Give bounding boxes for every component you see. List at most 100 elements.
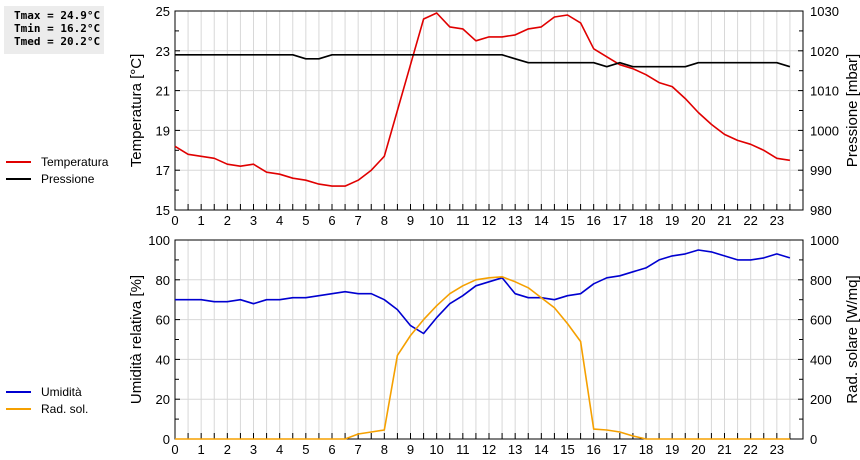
- y-axis-title: Umidità relativa [%]: [128, 275, 145, 404]
- x-tick-label: 0: [171, 442, 178, 457]
- x-tick-label: 9: [407, 213, 414, 228]
- legend-label: Umidità: [41, 384, 82, 399]
- y-right-tick-label: 1010: [810, 84, 839, 99]
- y-right-tick-label: 1020: [810, 44, 839, 59]
- x-tick-label: 16: [586, 442, 600, 457]
- legend-top: Temperatura Pressione: [6, 153, 108, 187]
- x-tick-label: 4: [276, 213, 283, 228]
- series-line-umidit-: [175, 249, 791, 335]
- x-tick-label: 14: [534, 442, 548, 457]
- x-tick-label: 21: [717, 442, 731, 457]
- x-tick-label: 13: [508, 213, 522, 228]
- tmed-text: Tmed = 20.2°C: [14, 35, 101, 48]
- x-tick-label: 15: [560, 213, 574, 228]
- x-tick-label: 3: [250, 213, 257, 228]
- legend-item-umidita: Umidità: [6, 383, 88, 400]
- y-right-tick-label: 200: [810, 392, 832, 407]
- x-tick-label: 11: [456, 213, 470, 228]
- y-right-tick-label: 1030: [810, 4, 839, 19]
- y-right-axis-title: Pressione [mbar]: [844, 54, 860, 167]
- y-right-axis-title: Rad. solare [W/mq]: [844, 275, 860, 403]
- x-tick-label: 3: [250, 442, 257, 457]
- orange-line-swatch-icon: [6, 407, 31, 410]
- y-right-tick-label: 990: [810, 163, 832, 178]
- x-tick-label: 21: [717, 213, 731, 228]
- red-line-swatch-icon: [6, 160, 31, 163]
- y-tick-label: 40: [156, 352, 170, 367]
- series-line-pressione: [175, 53, 791, 68]
- x-tick-label: 1: [198, 442, 205, 457]
- x-tick-label: 2: [224, 442, 231, 457]
- legend-label: Rad. sol.: [41, 401, 89, 416]
- x-tick-label: 23: [770, 442, 784, 457]
- x-tick-label: 12: [482, 442, 496, 457]
- legend-item-rad-sol: Rad. sol.: [6, 400, 88, 417]
- x-tick-label: 2: [224, 213, 231, 228]
- x-tick-label: 6: [328, 442, 335, 457]
- y-tick-label: 15: [156, 203, 170, 218]
- x-tick-label: 5: [302, 442, 309, 457]
- x-tick-label: 11: [456, 442, 470, 457]
- y-tick-label: 0: [163, 432, 170, 447]
- x-tick-label: 10: [429, 213, 443, 228]
- x-tick-label: 20: [691, 442, 705, 457]
- x-tick-label: 23: [770, 213, 784, 228]
- y-right-tick-label: 0: [810, 432, 817, 447]
- y-tick-label: 80: [156, 273, 170, 288]
- y-tick-label: 60: [156, 313, 170, 328]
- x-tick-label: 5: [302, 213, 309, 228]
- x-tick-label: 19: [665, 213, 679, 228]
- legend-label: Pressione: [41, 171, 95, 186]
- y-tick-label: 100: [148, 233, 170, 248]
- x-tick-label: 7: [355, 213, 362, 228]
- tmax-text: Tmax = 24.9°C: [14, 9, 101, 22]
- legend-label: Temperatura: [41, 154, 109, 169]
- x-tick-label: 1: [198, 213, 205, 228]
- x-tick-label: 15: [560, 442, 574, 457]
- x-tick-label: 7: [355, 442, 362, 457]
- y-tick-label: 17: [156, 163, 170, 178]
- x-tick-label: 18: [639, 213, 653, 228]
- x-tick-label: 8: [381, 442, 388, 457]
- black-line-swatch-icon: [6, 177, 31, 180]
- x-tick-label: 20: [691, 213, 705, 228]
- x-tick-label: 0: [171, 213, 178, 228]
- legend-item-temperatura: Temperatura: [6, 153, 108, 170]
- series-line-rad-sol-: [175, 275, 790, 440]
- blue-line-swatch-icon: [6, 390, 31, 393]
- series-line-temperatura: [174, 12, 791, 187]
- x-tick-label: 12: [482, 213, 496, 228]
- y-tick-label: 23: [156, 44, 170, 59]
- y-tick-label: 19: [156, 123, 170, 138]
- y-axis-title: Temperatura [°C]: [128, 54, 145, 168]
- y-right-tick-label: 800: [810, 273, 832, 288]
- y-right-tick-label: 980: [810, 203, 832, 218]
- x-tick-label: 17: [613, 213, 627, 228]
- x-tick-label: 16: [586, 213, 600, 228]
- y-tick-label: 21: [156, 84, 170, 99]
- y-right-tick-label: 1000: [810, 123, 839, 138]
- x-tick-label: 22: [743, 442, 757, 457]
- y-tick-label: 25: [156, 4, 170, 19]
- tmin-text: Tmin = 16.2°C: [14, 22, 101, 35]
- legend-bottom: Umidità Rad. sol.: [6, 383, 88, 417]
- x-tick-label: 19: [665, 442, 679, 457]
- x-tick-label: 14: [534, 213, 548, 228]
- x-tick-label: 22: [743, 213, 757, 228]
- x-tick-label: 9: [407, 442, 414, 457]
- x-tick-label: 13: [508, 442, 522, 457]
- x-tick-label: 4: [276, 442, 283, 457]
- y-right-tick-label: 400: [810, 352, 832, 367]
- x-tick-label: 10: [429, 442, 443, 457]
- x-tick-label: 6: [328, 213, 335, 228]
- x-tick-label: 18: [639, 442, 653, 457]
- stats-box: Tmax = 24.9°C Tmin = 16.2°C Tmed = 20.2°…: [4, 6, 104, 54]
- y-right-tick-label: 1000: [810, 233, 839, 248]
- x-tick-label: 17: [613, 442, 627, 457]
- y-right-tick-label: 600: [810, 313, 832, 328]
- y-tick-label: 20: [156, 392, 170, 407]
- x-tick-label: 8: [381, 213, 388, 228]
